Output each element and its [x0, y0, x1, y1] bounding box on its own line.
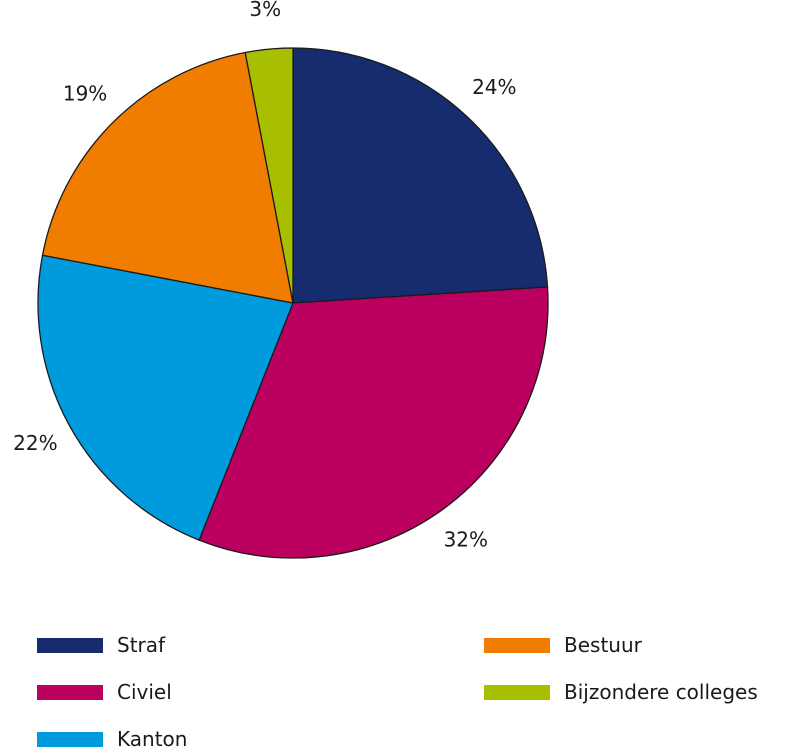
data-label-kanton: 22% — [13, 431, 57, 455]
legend-label-civiel: Civiel — [117, 680, 172, 704]
legend-swatch-kanton — [37, 731, 103, 747]
data-label-civiel: 32% — [444, 527, 488, 551]
data-label-bijzondere-colleges: 3% — [249, 0, 281, 21]
legend-item-bestuur: Bestuur — [484, 633, 642, 657]
legend-label-straf: Straf — [117, 633, 166, 657]
pie-slice-straf — [292, 47, 549, 304]
pie-slice-bestuur — [41, 51, 294, 304]
legend-item-bijzondere-colleges: Bijzondere colleges — [484, 680, 758, 704]
pie-slice-civiel — [198, 286, 549, 559]
legend-item-kanton: Kanton — [37, 727, 187, 751]
legend-swatch-bestuur — [484, 637, 550, 653]
legend-swatch-civiel — [37, 684, 103, 700]
legend-label-bestuur: Bestuur — [564, 633, 642, 657]
legend-label-bijzondere-colleges: Bijzondere colleges — [564, 680, 758, 704]
legend-item-straf: Straf — [37, 633, 165, 657]
pie-slice-bijzondere-colleges — [244, 47, 294, 304]
legend-label-kanton: Kanton — [117, 727, 188, 751]
data-label-bestuur: 19% — [63, 82, 107, 106]
legend-swatch-straf — [37, 637, 103, 653]
data-label-straf: 24% — [472, 75, 516, 99]
pie-slice-kanton — [37, 254, 294, 541]
legend-swatch-bijzondere-colleges — [484, 684, 550, 700]
pie-chart: 24% 32% 22% 19% 3% — [13, 0, 549, 559]
legend-item-civiel: Civiel — [37, 680, 172, 704]
